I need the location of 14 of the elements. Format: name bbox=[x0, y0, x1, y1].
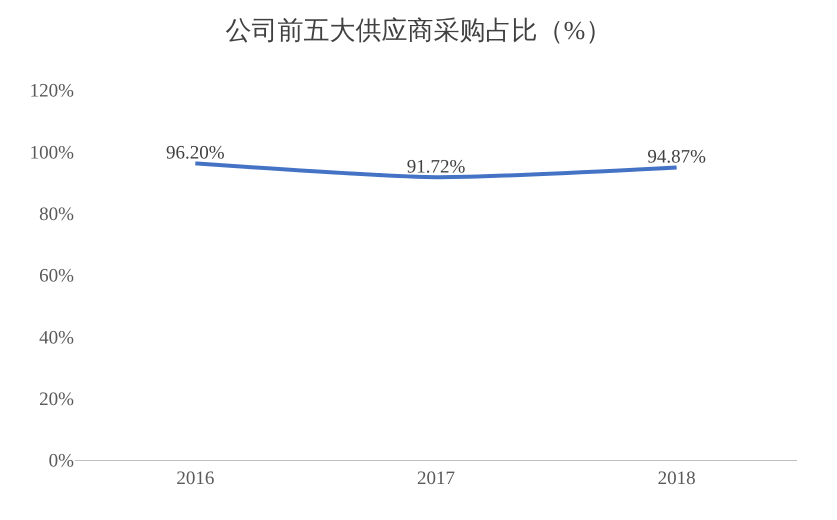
data-label: 96.20% bbox=[166, 142, 225, 164]
y-tick-label: 60% bbox=[39, 266, 74, 287]
y-tick-label: 40% bbox=[39, 327, 74, 348]
data-label: 91.72% bbox=[406, 156, 466, 178]
x-tick-label: 2017 bbox=[417, 468, 455, 489]
y-tick-label: 20% bbox=[39, 388, 74, 410]
chart-title: 公司前五大供应商采购占比（%） bbox=[226, 16, 612, 45]
y-tick-label: 120% bbox=[30, 80, 74, 102]
x-tick-label: 2016 bbox=[176, 468, 214, 489]
y-tick-label: 80% bbox=[39, 204, 74, 225]
y-tick-label: 0% bbox=[48, 450, 74, 472]
data-label: 94.87% bbox=[647, 146, 706, 168]
y-tick-label: 100% bbox=[30, 142, 74, 164]
x-tick-label: 2018 bbox=[658, 468, 696, 489]
